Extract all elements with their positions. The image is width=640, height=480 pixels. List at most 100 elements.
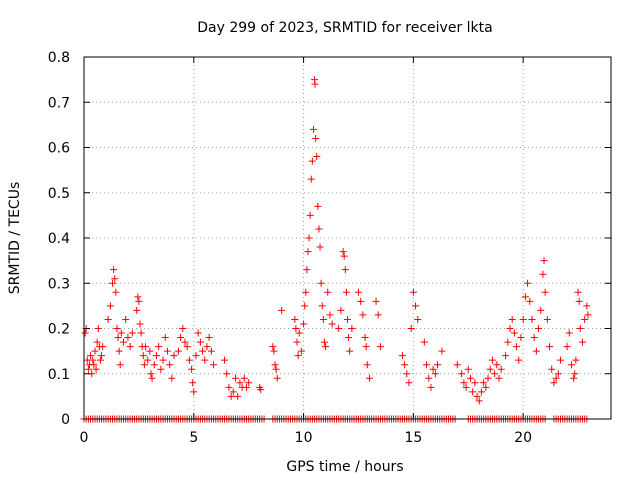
data-point	[166, 361, 174, 369]
y-axis-label: SRMTID / TECUs	[7, 182, 23, 295]
data-point	[372, 297, 380, 305]
data-point	[504, 338, 512, 346]
data-point	[539, 270, 547, 278]
y-tick-label: 0.3	[48, 276, 70, 292]
data-point	[365, 374, 373, 382]
data-point	[133, 306, 141, 314]
data-point	[540, 257, 548, 265]
data-point	[543, 315, 551, 323]
data-point	[508, 315, 516, 323]
data-point	[188, 365, 196, 373]
data-point	[337, 306, 345, 314]
data-point	[484, 374, 492, 382]
data-point	[469, 388, 477, 396]
data-point	[317, 279, 325, 287]
data-point	[563, 343, 571, 351]
data-point	[205, 334, 213, 342]
data-point	[361, 334, 369, 342]
data-point	[502, 352, 510, 360]
data-point	[120, 338, 128, 346]
data-point	[185, 356, 193, 364]
data-point	[420, 338, 428, 346]
data-point	[342, 288, 350, 296]
data-point	[528, 315, 536, 323]
data-point	[297, 347, 305, 355]
data-point	[199, 347, 207, 355]
data-point	[532, 347, 540, 355]
data-point	[116, 361, 124, 369]
data-point	[319, 315, 327, 323]
data-point	[270, 347, 278, 355]
data-point	[339, 248, 347, 256]
x-axis-label: GPS time / hours	[286, 459, 403, 475]
data-point	[126, 343, 134, 351]
x-tick-label: 15	[404, 430, 422, 446]
data-point	[429, 365, 437, 373]
data-point	[170, 352, 178, 360]
data-point	[344, 315, 351, 323]
tick-labels: 0 5 10 15 20 0 0.1 0.2 0.3 0.4 0.5 0.6 0.7 0.8	[48, 50, 532, 446]
data-point	[139, 352, 147, 360]
data-point	[480, 379, 488, 387]
data-point	[271, 361, 279, 369]
data-point	[471, 379, 479, 387]
data-point	[240, 374, 248, 382]
data-point	[181, 338, 189, 346]
data-point	[546, 343, 554, 351]
data-point	[136, 320, 144, 328]
data-point	[341, 266, 349, 274]
ticks	[83, 56, 611, 420]
data-point	[269, 343, 277, 351]
data-point	[431, 370, 439, 378]
data-point	[311, 80, 319, 88]
data-point	[403, 370, 411, 378]
data-point	[196, 338, 204, 346]
x-tick-label: 0	[80, 430, 89, 446]
data-point	[493, 361, 501, 369]
data-point	[128, 329, 136, 337]
data-point	[141, 343, 149, 351]
data-point	[556, 356, 564, 364]
data-point	[438, 347, 446, 355]
data-point	[194, 329, 202, 337]
data-point	[87, 352, 95, 360]
data-point	[510, 329, 518, 337]
data-point	[303, 266, 311, 274]
data-point	[506, 325, 514, 332]
data-point	[94, 325, 102, 332]
data-point	[475, 397, 483, 405]
data-point	[535, 325, 543, 332]
data-point	[453, 361, 461, 369]
data-point	[147, 370, 155, 378]
data-point	[96, 356, 104, 364]
data-point	[495, 374, 503, 382]
data-point	[104, 315, 112, 323]
data-point	[346, 347, 354, 355]
data-point	[552, 374, 560, 382]
data-point	[571, 370, 579, 378]
data-point	[581, 315, 589, 323]
data-point	[497, 365, 505, 373]
x-tick-label: 10	[295, 430, 313, 446]
chart-title: Day 299 of 2023, SRMTID for receiver lkt…	[197, 20, 492, 36]
data-point	[190, 388, 198, 396]
data-point	[348, 325, 356, 332]
data-point	[423, 361, 431, 369]
data-point	[488, 356, 496, 364]
data-point	[301, 302, 309, 310]
data-point	[519, 315, 527, 323]
data-point	[245, 379, 253, 387]
data-point	[405, 379, 413, 387]
data-point	[106, 302, 114, 310]
data-point	[109, 279, 117, 287]
data-point	[572, 356, 580, 364]
data-point	[314, 202, 322, 210]
data-point	[272, 365, 280, 373]
data-point	[257, 386, 265, 394]
data-point	[306, 211, 314, 219]
data-point	[177, 334, 185, 342]
data-point	[91, 347, 99, 355]
data-point	[137, 329, 145, 337]
data-point	[466, 374, 474, 382]
